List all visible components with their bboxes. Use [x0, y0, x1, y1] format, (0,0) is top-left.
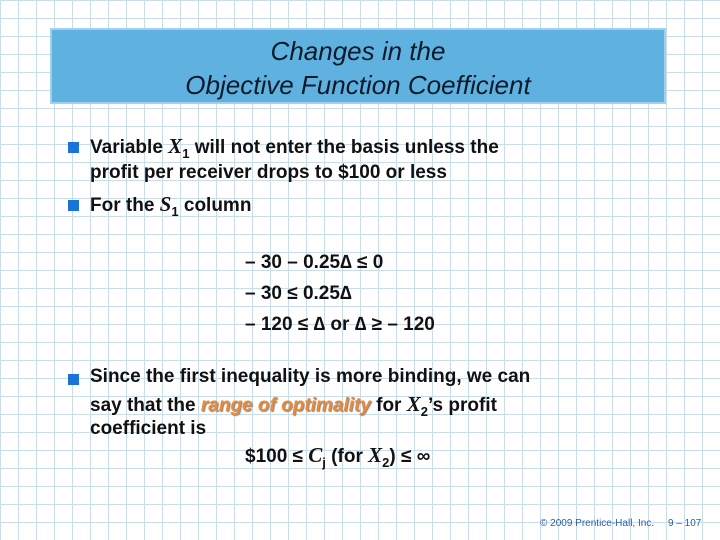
text: (for	[325, 446, 369, 467]
equation: – 30 ≤ 0.25∆	[245, 283, 352, 304]
text: $100 ≤	[245, 446, 309, 467]
subscript: 2	[382, 454, 390, 470]
bullet-line: Since the first inequality is more bindi…	[90, 366, 531, 387]
bullet-marker	[68, 374, 79, 385]
text: for	[370, 395, 407, 416]
bullet-line: For the S1 column	[90, 192, 251, 219]
title-box: Changes in the Objective Function Coeffi…	[50, 28, 666, 104]
bullet-marker	[68, 142, 79, 153]
equation: – 120 ≤ ∆ or ∆ ≥ – 120	[245, 314, 435, 335]
bullet-line: profit per receiver drops to $100 or les…	[90, 162, 447, 183]
text: ’s profit	[427, 395, 497, 416]
bullet-line: say that the range of optimality for X2’…	[90, 392, 497, 419]
subscript: 1	[182, 145, 190, 161]
variable: C	[308, 443, 323, 467]
text: For the	[90, 195, 160, 216]
bullet-line: coefficient is	[90, 418, 207, 439]
text: say that the	[90, 395, 201, 416]
text: will not enter the basis unless the	[189, 137, 499, 158]
variable: S	[159, 192, 172, 216]
text: column	[178, 195, 252, 216]
equation: – 30 – 0.25∆ ≤ 0	[245, 252, 384, 273]
bullet-marker	[68, 200, 79, 211]
variable: X	[406, 392, 421, 416]
variable: X	[168, 134, 183, 158]
formula: $100 ≤ Cj (for X2) ≤ ∞	[245, 443, 430, 470]
subscript: 1	[171, 203, 179, 219]
text: Variable	[90, 137, 169, 158]
bullet-line: Variable X1 will not enter the basis unl…	[90, 134, 499, 161]
text: ) ≤ ∞	[389, 446, 431, 467]
title-line: Changes in the	[270, 36, 446, 66]
subscript: j	[322, 454, 326, 470]
subscript: 2	[420, 403, 428, 419]
variable: X	[368, 443, 383, 467]
title-line: Objective Function Coefficient	[185, 70, 531, 100]
highlight: range of optimality	[200, 395, 371, 416]
copyright: © 2009 Prentice-Hall, Inc.	[540, 518, 655, 529]
page-number: 9 – 107	[668, 518, 702, 529]
